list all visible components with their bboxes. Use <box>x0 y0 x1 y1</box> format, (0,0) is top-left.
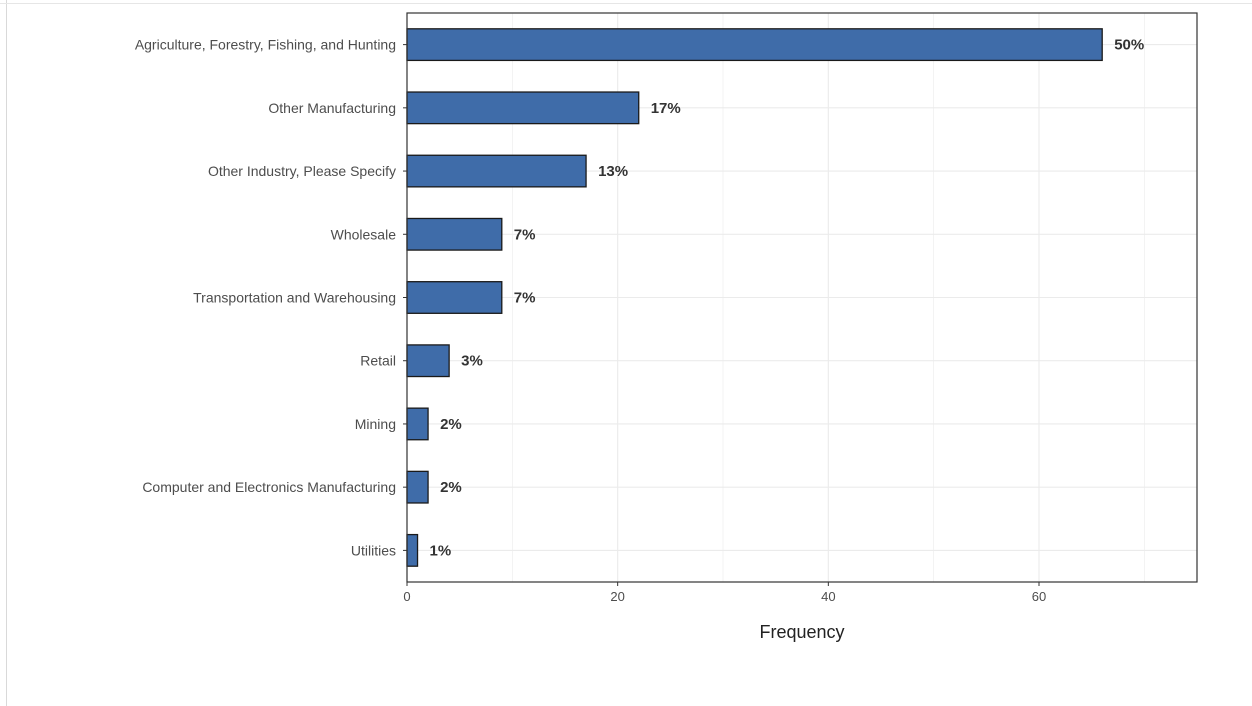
bar <box>406 344 450 378</box>
y-axis: Agriculture, Forestry, Fishing, and Hunt… <box>135 37 407 558</box>
category-label: Transportation and Warehousing <box>193 290 396 306</box>
bar-data-label: 1% <box>430 542 452 559</box>
window-top-edge <box>0 3 1252 4</box>
category-label: Mining <box>355 416 396 432</box>
bar <box>406 217 503 251</box>
x-axis-title: Frequency <box>759 622 844 642</box>
x-axis: 0 20 40 60 <box>403 582 1046 604</box>
bar <box>406 154 587 188</box>
category-label: Other Manufacturing <box>268 100 396 116</box>
category-label: Computer and Electronics Manufacturing <box>142 479 396 495</box>
bar <box>406 281 503 314</box>
bar-data-label: 3% <box>461 353 483 370</box>
category-label: Retail <box>360 353 396 369</box>
x-tick-label: 60 <box>1032 589 1046 604</box>
bar-data-label: 7% <box>514 226 536 243</box>
bar-data-label: 50% <box>1114 37 1144 54</box>
bar-data-label: 13% <box>598 163 628 180</box>
x-tick-label: 40 <box>821 589 835 604</box>
bar <box>406 407 429 441</box>
bar-data-label: 2% <box>440 416 462 433</box>
bars: 50% 17% 13% 7% 7% 3% 2% 2% 1% <box>406 28 1144 567</box>
x-tick-label: 0 <box>403 589 410 604</box>
category-label: Utilities <box>351 542 396 558</box>
category-label: Wholesale <box>331 226 397 242</box>
category-label: Agriculture, Forestry, Fishing, and Hunt… <box>135 37 396 53</box>
bar <box>406 28 1103 62</box>
bar <box>406 470 429 504</box>
window-left-edge <box>6 0 7 706</box>
bar-data-label: 17% <box>651 100 681 117</box>
bar <box>406 91 640 125</box>
x-tick-label: 20 <box>610 589 624 604</box>
grid-lines <box>406 13 1197 582</box>
bar <box>406 533 419 567</box>
category-label: Other Industry, Please Specify <box>208 163 396 179</box>
bar-data-label: 2% <box>440 479 462 496</box>
bar-data-label: 7% <box>514 290 536 307</box>
